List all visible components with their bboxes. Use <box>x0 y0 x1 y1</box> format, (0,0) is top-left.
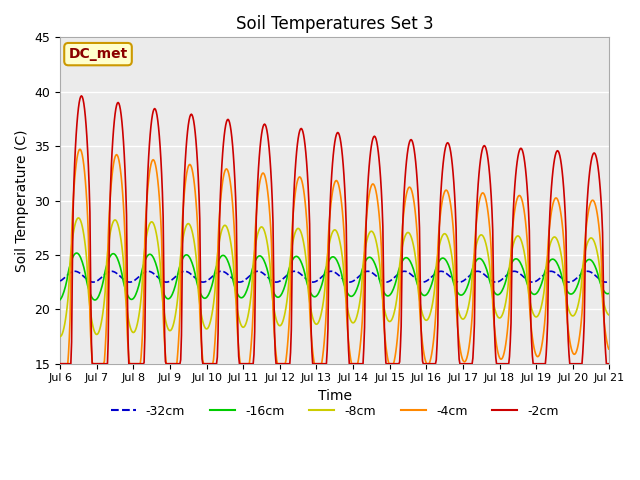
Y-axis label: Soil Temperature (C): Soil Temperature (C) <box>15 129 29 272</box>
Title: Soil Temperatures Set 3: Soil Temperatures Set 3 <box>236 15 434 33</box>
Text: DC_met: DC_met <box>68 47 127 61</box>
Legend: -32cm, -16cm, -8cm, -4cm, -2cm: -32cm, -16cm, -8cm, -4cm, -2cm <box>106 400 564 423</box>
X-axis label: Time: Time <box>318 389 352 403</box>
